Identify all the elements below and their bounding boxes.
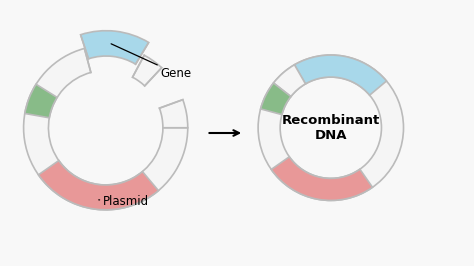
Wedge shape <box>273 65 305 97</box>
Text: Recombinant
DNA: Recombinant DNA <box>282 114 380 142</box>
Wedge shape <box>81 31 149 64</box>
Wedge shape <box>271 157 373 201</box>
Text: Gene: Gene <box>111 44 191 80</box>
Wedge shape <box>133 55 162 86</box>
Wedge shape <box>261 83 291 115</box>
Wedge shape <box>258 55 403 201</box>
Wedge shape <box>294 55 386 95</box>
Text: Plasmid: Plasmid <box>99 195 148 208</box>
Wedge shape <box>25 84 57 118</box>
Wedge shape <box>24 48 188 210</box>
Wedge shape <box>159 100 188 128</box>
Wedge shape <box>38 161 158 210</box>
